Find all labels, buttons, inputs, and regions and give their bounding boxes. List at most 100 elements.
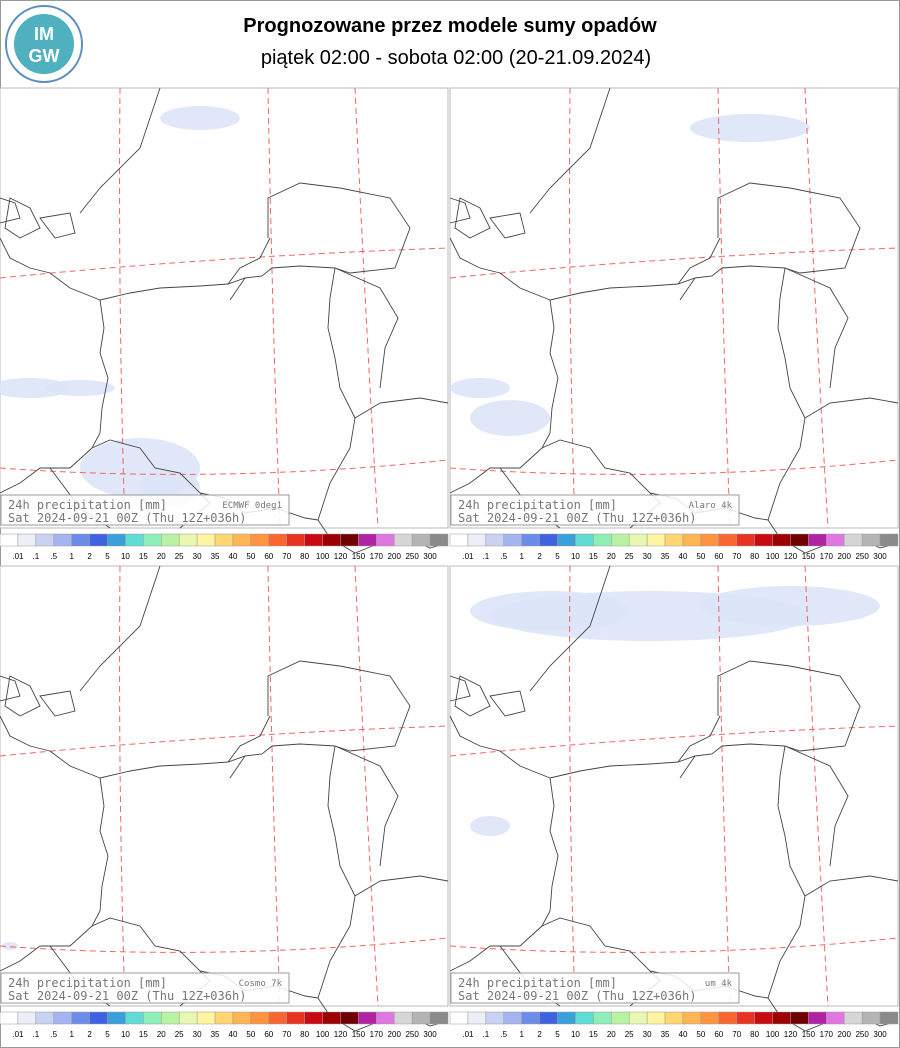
graticule bbox=[267, 565, 281, 1007]
colorbar-swatch bbox=[232, 1011, 252, 1025]
colorbar-swatch bbox=[53, 1011, 72, 1025]
colorbar-swatch bbox=[682, 1011, 702, 1025]
colorbar-label: 2 bbox=[537, 1030, 542, 1039]
colorbar-label: 40 bbox=[229, 552, 238, 561]
colorbar-swatch bbox=[611, 1011, 630, 1025]
precip-area bbox=[470, 400, 550, 436]
colorbar-swatch bbox=[467, 1011, 487, 1025]
colorbar-label: 30 bbox=[643, 552, 652, 561]
colorbar-swatch bbox=[718, 1011, 737, 1025]
precip-area bbox=[470, 816, 510, 836]
border bbox=[0, 237, 101, 301]
colorbar-label: 40 bbox=[679, 552, 688, 561]
colorbar-swatch bbox=[521, 1011, 540, 1025]
colorbar-label: 80 bbox=[750, 552, 759, 561]
colorbar-label: 300 bbox=[423, 552, 437, 561]
colorbar-label: 1 bbox=[519, 1030, 524, 1039]
map-panel: 24h precipitation [mm] um 4k Sat 2024-09-2… bbox=[449, 565, 899, 1039]
colorbar-swatch bbox=[35, 1011, 55, 1025]
colorbar-label: 20 bbox=[157, 552, 166, 561]
border bbox=[229, 755, 246, 779]
border bbox=[677, 715, 721, 763]
border bbox=[449, 715, 551, 779]
colorbar-swatch bbox=[196, 533, 216, 547]
precip-area bbox=[470, 591, 630, 631]
border bbox=[39, 690, 76, 717]
colorbar-label: 100 bbox=[766, 552, 780, 561]
colorbar-label: 200 bbox=[388, 1030, 402, 1039]
colorbar-label: 60 bbox=[264, 1030, 273, 1039]
border bbox=[0, 675, 21, 702]
graticule bbox=[0, 937, 449, 953]
border bbox=[0, 447, 93, 494]
colorbar-label: 150 bbox=[802, 552, 816, 561]
panel-label: 24h precipitation [mm] bbox=[8, 498, 167, 512]
colorbar-label: 300 bbox=[873, 552, 887, 561]
colorbar-label: 150 bbox=[352, 1030, 366, 1039]
colorbar-label: 80 bbox=[300, 1030, 309, 1039]
border bbox=[549, 265, 786, 301]
colorbar-swatch bbox=[429, 1011, 449, 1025]
colorbar-swatch bbox=[485, 533, 505, 547]
colorbar-swatch bbox=[196, 1011, 216, 1025]
colorbar-swatch bbox=[71, 1011, 90, 1025]
colorbar-swatch bbox=[861, 533, 881, 547]
colorbar-label: 250 bbox=[855, 552, 869, 561]
border bbox=[449, 925, 543, 972]
colorbar-label: 1 bbox=[519, 552, 524, 561]
colorbar-swatch bbox=[557, 533, 576, 547]
colorbar-label: 120 bbox=[334, 1030, 348, 1039]
border bbox=[541, 777, 559, 927]
colorbar-label: 170 bbox=[370, 1030, 384, 1039]
colorbar-swatch bbox=[17, 1011, 37, 1025]
title: Prognozowane przez modele sumy opadów bbox=[243, 15, 657, 37]
label-box bbox=[0, 972, 290, 1004]
colorbar-swatch bbox=[71, 533, 90, 547]
border bbox=[317, 267, 356, 521]
colorbar-label: 35 bbox=[661, 1030, 670, 1039]
border bbox=[767, 745, 806, 999]
border bbox=[79, 565, 161, 692]
colorbar-swatch bbox=[393, 533, 413, 547]
colorbar-swatch bbox=[611, 533, 630, 547]
colorbar-swatch bbox=[700, 533, 720, 547]
colorbar-label: 25 bbox=[625, 552, 634, 561]
panel-model: ECMWF 0deg1 bbox=[222, 501, 282, 511]
subtitle: piątek 02:00 - sobota 02:00 (20-21.09.20… bbox=[261, 47, 651, 69]
colorbar-swatch bbox=[736, 533, 755, 547]
colorbar-swatch bbox=[485, 1011, 505, 1025]
border bbox=[489, 212, 526, 239]
border bbox=[267, 660, 411, 752]
logo-top: IM bbox=[34, 24, 54, 44]
colorbar-label: 30 bbox=[193, 552, 202, 561]
graticule bbox=[354, 87, 379, 529]
colorbar-label: 60 bbox=[264, 552, 273, 561]
colorbar-swatch bbox=[250, 533, 270, 547]
colorbar-swatch bbox=[808, 533, 827, 547]
graticule bbox=[804, 87, 829, 529]
colorbar-label: 2 bbox=[87, 552, 92, 561]
colorbar-label: 170 bbox=[820, 552, 834, 561]
graticule bbox=[0, 247, 449, 279]
colorbar-swatch bbox=[107, 1011, 126, 1025]
colorbar-label: 5 bbox=[105, 1030, 110, 1039]
colorbar-label: .01 bbox=[12, 552, 24, 561]
logo-bottom: GW bbox=[29, 46, 60, 66]
border bbox=[677, 237, 721, 285]
colorbar-swatch bbox=[340, 533, 359, 547]
colorbar-swatch bbox=[664, 1011, 684, 1025]
colorbar-label: 100 bbox=[316, 552, 330, 561]
colorbar-swatch bbox=[286, 1011, 305, 1025]
panel-model: um 4k bbox=[705, 979, 733, 989]
graticule bbox=[569, 87, 576, 529]
colorbar-label: .01 bbox=[462, 552, 474, 561]
colorbar-swatch bbox=[790, 1011, 809, 1025]
colorbar-swatch bbox=[593, 1011, 612, 1025]
graticule bbox=[717, 565, 731, 1007]
colorbar-label: 35 bbox=[661, 552, 670, 561]
colorbar-swatch bbox=[376, 1011, 395, 1025]
colorbar-label: 10 bbox=[121, 552, 130, 561]
graticule bbox=[267, 87, 281, 529]
